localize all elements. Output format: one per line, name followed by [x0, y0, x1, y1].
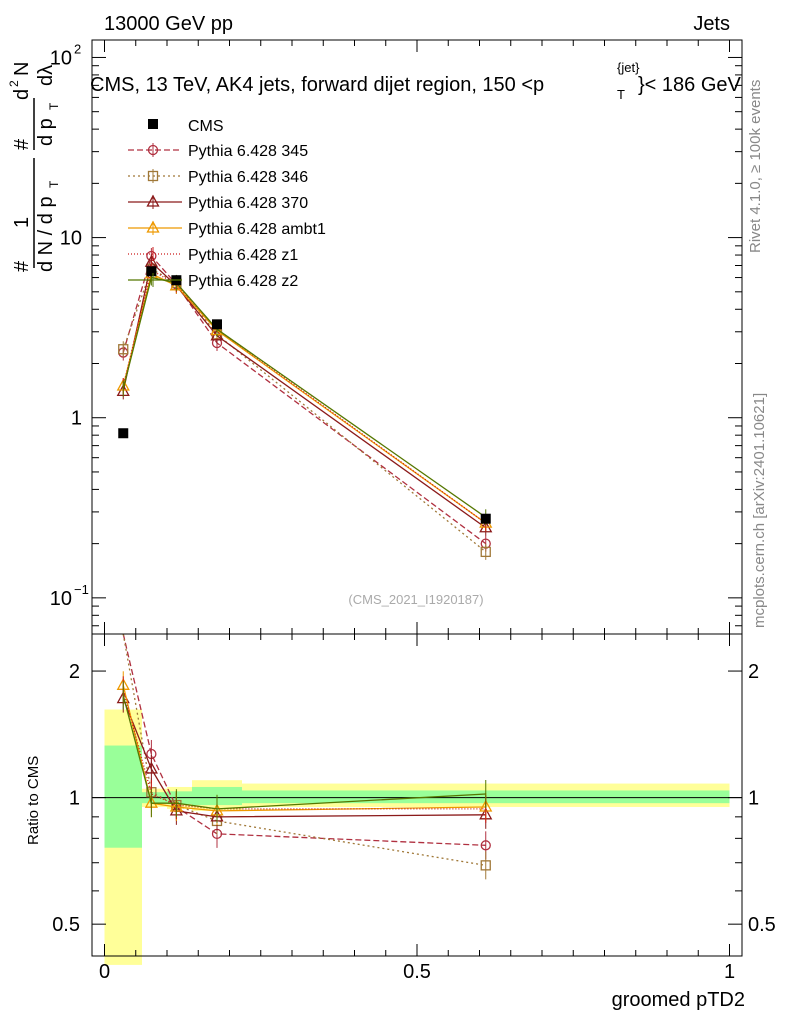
ratio-y-tick-label: 1: [69, 788, 80, 810]
main-y-axis-label: # 1 d N / d p T # d p T d 2 N dλ: [7, 62, 61, 272]
plot-title: CMS, 13 TeV, AK4 jets, forward dijet reg…: [90, 74, 544, 96]
ratio-y-tick-label-right: 1: [748, 788, 759, 810]
main-series-line: [122, 269, 487, 524]
header-right-label: Jets: [693, 13, 730, 35]
ratio-series-marker: [144, 761, 158, 774]
legend-label: Pythia 6.428 345: [188, 143, 308, 160]
ratio-series-group: [116, 633, 493, 880]
svg-text:dλ: dλ: [35, 65, 57, 86]
ratio-bands: [104, 709, 730, 965]
legend-marker: [147, 170, 159, 182]
svg-text:d: d: [11, 89, 33, 100]
data-point: [480, 513, 491, 524]
legend-marker: [147, 144, 159, 156]
main-y-tick-label: 10: [50, 588, 72, 610]
ratio-y-tick-label: 0.5: [52, 914, 80, 936]
x-axis-label: groomed pTD2: [612, 989, 745, 1011]
main-y-tick-label: 10: [50, 47, 72, 69]
ratio-y-axis-label: Ratio to CMS: [25, 756, 42, 845]
main-series-marker: [118, 344, 129, 355]
analysis-id-watermark: (CMS_2021_I1920187): [348, 592, 483, 607]
header-left-label: 13000 GeV pp: [104, 13, 233, 35]
main-series-marker: [480, 546, 491, 558]
plot-title-subscript: T: [617, 87, 625, 102]
main-y-tick-exponent: 2: [74, 41, 81, 56]
main-series-line: [122, 267, 487, 553]
data-point: [118, 428, 129, 439]
rivet-version-label: Rivet 4.1.0, ≥ 100k events: [747, 80, 764, 253]
ratio-series-line: [122, 633, 486, 867]
ratio-series-line: [122, 633, 486, 846]
x-tick-label: 1: [724, 961, 735, 983]
legend-label: Pythia 6.428 ambt1: [188, 221, 326, 238]
svg-text:d p: d p: [35, 118, 57, 146]
svg-text:N: N: [11, 62, 33, 76]
main-y-tick-label: 1: [71, 408, 82, 430]
legend-marker-data: [148, 119, 158, 129]
ratio-plot-frame: [91, 633, 743, 957]
ratio-y-tick-label-right: 0.5: [748, 914, 776, 936]
svg-text:2: 2: [7, 80, 21, 87]
legend-label: Pythia 6.428 370: [188, 195, 308, 212]
x-tick-label: 0: [99, 961, 110, 983]
mcplots-credit-label: mcplots.cern.ch [arXiv:2401.10621]: [751, 393, 768, 628]
ratio-series-marker: [480, 860, 491, 871]
svg-text:1: 1: [11, 217, 33, 228]
ratio-band-inner: [104, 745, 142, 848]
legend-label: Pythia 6.428 346: [188, 169, 308, 186]
svg-text:T: T: [47, 180, 61, 188]
main-y-tick-label: 10: [60, 228, 82, 250]
svg-text:#: #: [11, 138, 33, 150]
legend-marker: [146, 220, 160, 233]
svg-text:#: #: [11, 260, 33, 272]
ratio-y-tick-label-right: 2: [748, 661, 759, 683]
main-series-line: [122, 260, 487, 529]
main-series-line: [122, 254, 487, 545]
legend-label: Pythia 6.428 z1: [188, 247, 298, 264]
plot-title-superscript: {jet}: [617, 60, 640, 75]
plot-title-end: }< 186 GeV: [638, 74, 742, 96]
main-series-group: [116, 248, 493, 560]
ratio-series-marker: [480, 840, 491, 851]
legend: CMS Pythia 6.428 345 Pythia 6.428 346 Pythi…: [128, 118, 326, 290]
legend-label: Pythia 6.428 z2: [188, 273, 298, 290]
svg-text:d N / d p: d N / d p: [35, 196, 57, 272]
ratio-y-tick-label: 2: [69, 661, 80, 683]
main-y-tick-exponent: −1: [74, 582, 89, 597]
legend-label-data: CMS: [188, 118, 224, 135]
svg-text:T: T: [47, 102, 61, 110]
x-tick-label: 0.5: [403, 961, 431, 983]
main-series-line: [122, 276, 487, 518]
legend-marker: [146, 194, 160, 207]
data-point: [146, 266, 157, 277]
data-point: [212, 319, 222, 330]
